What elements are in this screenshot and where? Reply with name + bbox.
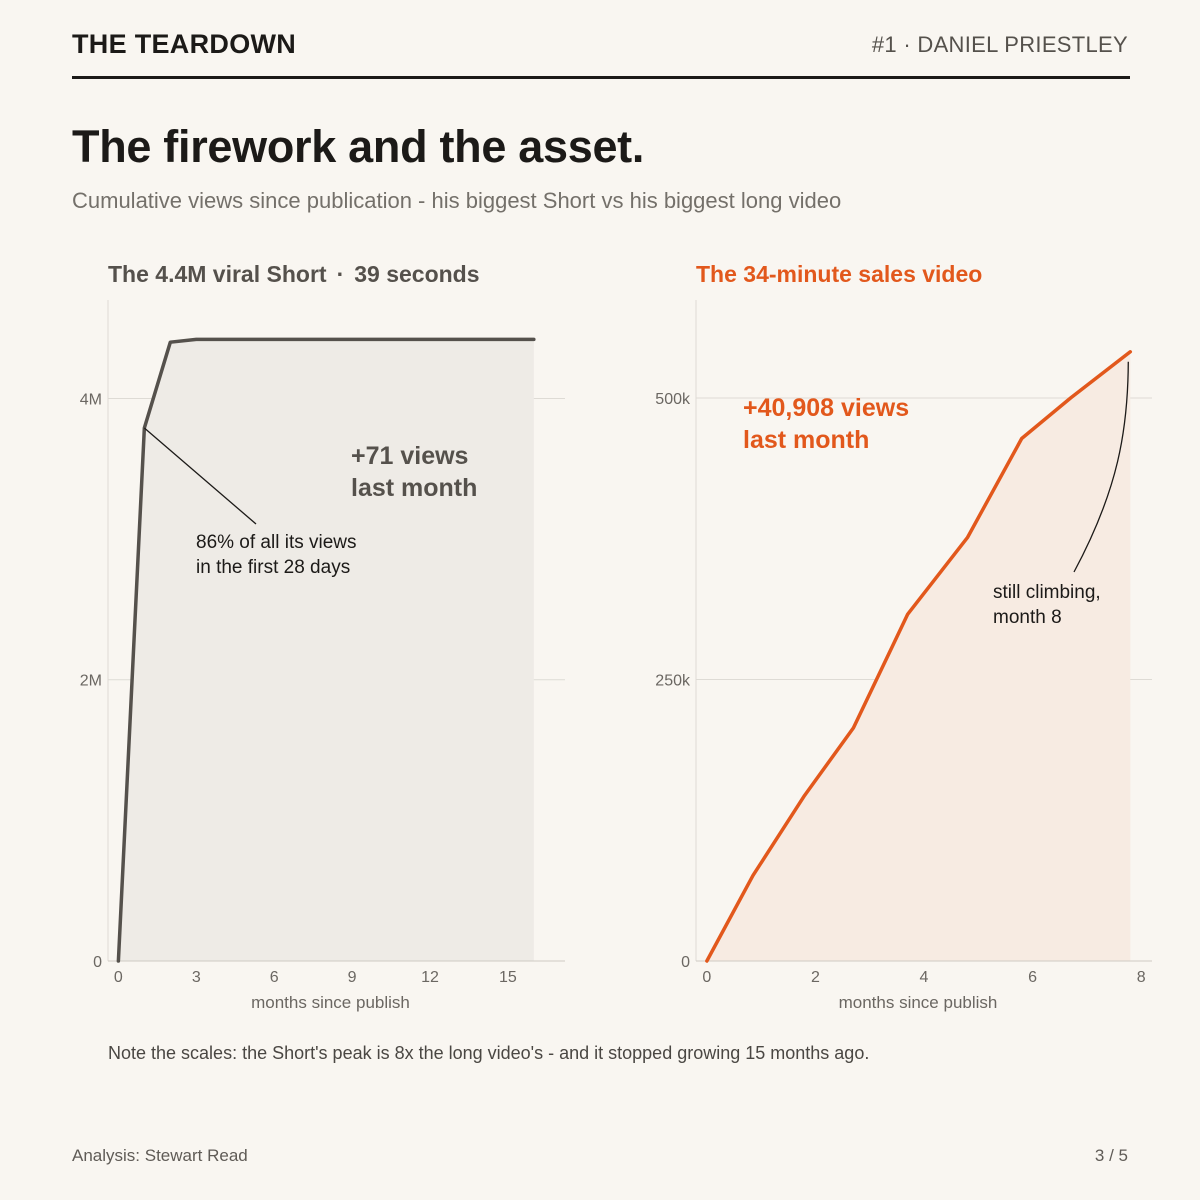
short-annotation-leader xyxy=(143,427,257,525)
short-x-tick-label: 15 xyxy=(499,969,517,986)
long-x-tick-label: 8 xyxy=(1137,969,1146,986)
long-x-axis-label: months since publish xyxy=(839,993,998,1012)
short-y-tick-label: 4M xyxy=(80,391,102,408)
long-x-tick-label: 6 xyxy=(1028,969,1037,986)
page-subtitle: Cumulative views since publication - his… xyxy=(72,188,842,213)
long-chart-title: The 34-minute sales video xyxy=(696,261,983,287)
short-area-fill xyxy=(118,339,534,961)
short-x-tick-label: 6 xyxy=(270,969,279,986)
short-x-tick-label: 12 xyxy=(421,969,439,986)
long-annotation-text: still climbing, xyxy=(993,582,1101,603)
header-rule xyxy=(72,76,1130,79)
long-area-fill xyxy=(706,351,1131,962)
short-y-tick-label: 2M xyxy=(80,673,102,690)
short-chart-title: The 4.4M viral Short · 39 seconds xyxy=(108,261,480,288)
scale-note: Note the scales: the Short's peak is 8x … xyxy=(108,1043,870,1063)
long-annotation-leader xyxy=(1073,361,1129,573)
short-x-tick-label: 9 xyxy=(348,969,357,986)
short-x-tick-label: 0 xyxy=(114,969,123,986)
short-annotation-text: in the first 28 days xyxy=(196,557,350,578)
brand-title: THE TEARDOWN xyxy=(72,29,297,59)
page-title: The firework and the asset. xyxy=(72,121,645,172)
long-y-tick-label: 250k xyxy=(655,672,691,689)
short-x-tick-label: 3 xyxy=(192,969,201,986)
long-annotation-text: month 8 xyxy=(993,607,1062,628)
long-callout-text: last month xyxy=(743,426,869,454)
analysis-credit: Analysis: Stewart Read xyxy=(72,1146,248,1165)
long-y-tick-label: 0 xyxy=(681,954,690,971)
long-callout-text: +40,908 views xyxy=(743,394,909,422)
short-chart-title-main: The 4.4M viral Short xyxy=(108,261,327,287)
page-number: 3 / 5 xyxy=(1094,1146,1128,1165)
long-x-tick-label: 4 xyxy=(920,969,929,986)
short-chart-title-duration: 39 seconds xyxy=(354,261,480,287)
long-x-tick-label: 0 xyxy=(702,969,711,986)
long-y-tick-label: 500k xyxy=(655,391,691,408)
issue-label: #1 · DANIEL PRIESTLEY xyxy=(871,32,1128,57)
long-x-tick-label: 2 xyxy=(811,969,820,986)
short-annotation-text: 86% of all its views xyxy=(196,532,357,553)
short-y-tick-label: 0 xyxy=(93,954,102,971)
short-callout-text: last month xyxy=(351,474,477,502)
short-chart-title-separator: · xyxy=(336,261,345,287)
short-x-axis-label: months since publish xyxy=(251,993,410,1012)
short-callout-text: +71 views xyxy=(351,442,468,470)
